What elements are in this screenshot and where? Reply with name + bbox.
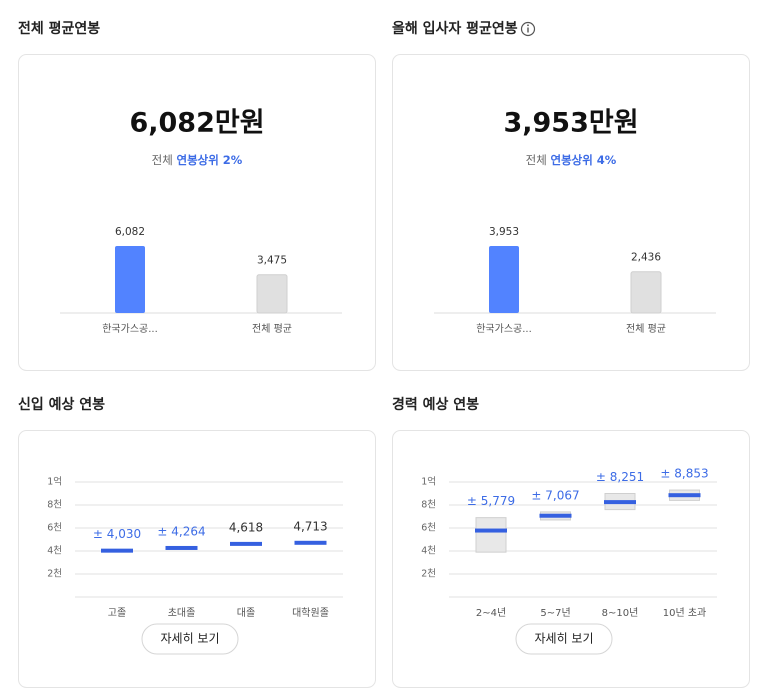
x-tick-label: 5~7년 — [540, 607, 570, 619]
bar — [115, 246, 145, 313]
y-tick-label: 6천 — [47, 523, 62, 534]
headline: 3,953만원 — [503, 108, 638, 139]
marker — [101, 548, 133, 553]
value-label: ± 5,779 — [467, 494, 515, 508]
value-label: 6,082 — [115, 226, 145, 238]
value-label: 2,436 — [631, 252, 661, 264]
rank: 연봉상위 4% — [550, 153, 616, 167]
button[interactable]: 자세히 보기 — [141, 623, 239, 655]
marker — [294, 540, 327, 545]
y-tick-label: 1억 — [421, 476, 436, 488]
x-tick-label: 초대졸 — [168, 607, 196, 619]
x-tick-label: 대졸 — [237, 607, 255, 619]
button[interactable]: 자세히 보기 — [515, 623, 613, 655]
y-tick-label: 8천 — [421, 500, 436, 511]
value-label: 4,713 — [293, 519, 327, 533]
section-title: 경력 예상 연봉 — [392, 396, 479, 413]
section-title: 신입 예상 연봉 — [18, 397, 105, 413]
value-label: 3,475 — [257, 255, 287, 267]
x-tick-label: 한국가스공... — [476, 323, 532, 335]
x-tick-label: 전체 평균 — [626, 323, 666, 335]
value-label: ± 8,853 — [660, 467, 708, 481]
value-label: ± 7,067 — [531, 488, 579, 502]
note: 전체 — [526, 153, 547, 167]
card — [392, 54, 750, 371]
y-tick-label: 4천 — [47, 546, 62, 557]
headline: 6,082만원 — [129, 108, 264, 139]
note: 전체 — [152, 153, 173, 167]
x-tick-label: 전체 평균 — [252, 323, 292, 335]
marker — [539, 513, 572, 518]
button-bg — [141, 623, 239, 655]
value-label: 4,618 — [229, 520, 263, 534]
y-tick-label: 2천 — [47, 569, 62, 580]
range-box — [475, 517, 507, 553]
card — [18, 430, 376, 688]
card — [392, 430, 750, 688]
button-label: 자세히 보기 — [534, 632, 593, 646]
x-tick-label: 한국가스공... — [102, 323, 158, 335]
value-label: 3,953 — [489, 226, 519, 238]
section-title: 올해 입사자 평균연봉 — [392, 20, 518, 37]
bar — [489, 246, 519, 313]
y-tick-label: 4천 — [421, 546, 436, 557]
x-tick-label: 대학원졸 — [292, 607, 329, 619]
bar — [256, 274, 288, 314]
value-label: ± 8,251 — [596, 470, 644, 484]
x-tick-label: 고졸 — [108, 607, 126, 619]
y-tick-label: 8천 — [47, 500, 62, 511]
marker — [165, 545, 198, 550]
info-icon[interactable] — [520, 21, 536, 37]
marker — [230, 541, 262, 546]
marker — [604, 500, 636, 505]
subtitle: 전체 연봉상위 2% — [152, 153, 243, 167]
bar — [630, 271, 662, 314]
button-bg — [515, 623, 613, 655]
marker — [668, 493, 701, 498]
y-tick-label: 6천 — [421, 523, 436, 534]
subtitle: 전체 연봉상위 4% — [526, 153, 617, 167]
x-tick-label: 8~10년 — [602, 607, 639, 619]
y-tick-label: 1억 — [47, 476, 62, 488]
card — [18, 54, 376, 371]
value-label: ± 4,264 — [157, 524, 205, 538]
rank: 연봉상위 2% — [176, 153, 242, 167]
x-tick-label: 2~4년 — [476, 607, 506, 619]
value-label: ± 4,030 — [93, 527, 141, 541]
marker — [475, 528, 507, 533]
button-label: 자세히 보기 — [160, 632, 219, 646]
x-tick-label: 10년 초과 — [663, 607, 707, 619]
y-tick-label: 2천 — [421, 569, 436, 580]
section-title: 전체 평균연봉 — [18, 20, 100, 37]
